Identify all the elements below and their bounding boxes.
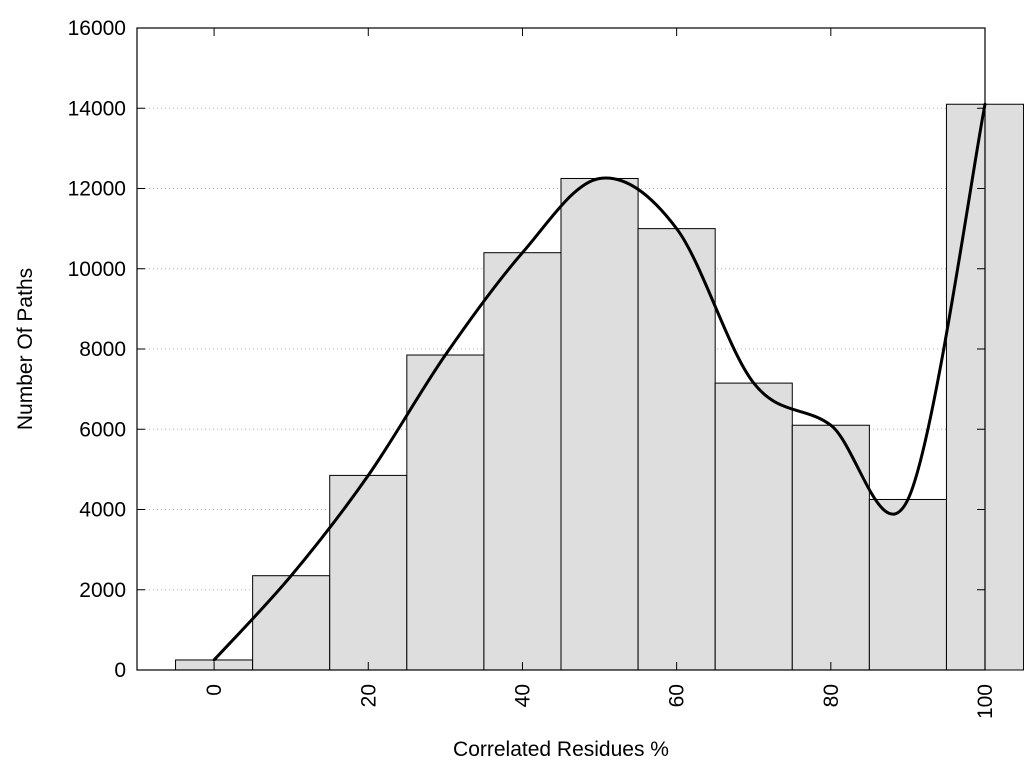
bar: [406, 354, 485, 671]
curve: [212, 102, 987, 662]
y-tick-label: 12000: [68, 178, 126, 201]
y-tick-label: 16000: [68, 17, 126, 40]
bar: [560, 177, 639, 671]
x-axis-ticks: 0 20 40 60 80 100: [203, 28, 997, 719]
x-tick-label: 0: [203, 684, 226, 696]
smooth-curve-line: [212, 102, 987, 662]
bar: [868, 498, 947, 671]
x-tick-label: 20: [357, 684, 380, 707]
bar: [791, 424, 870, 671]
bars: [175, 103, 1024, 671]
x-tick-label: 100: [974, 684, 997, 719]
y-tick-label: 6000: [79, 418, 126, 441]
y-axis-label: Number Of Paths: [14, 268, 37, 430]
bar: [714, 382, 793, 671]
y-tick-label: 14000: [68, 97, 126, 120]
y-tick-label: 2000: [79, 579, 126, 602]
bar: [483, 252, 562, 671]
y-axis-ticks: 0 2000 4000 6000 8000 10000 12000 14000 16000: [68, 17, 985, 682]
x-tick-label: 60: [666, 684, 689, 707]
y-tick-label: 8000: [79, 338, 126, 361]
bar: [329, 474, 408, 671]
bar: [252, 575, 331, 671]
x-axis-label: Correlated Residues %: [453, 738, 669, 761]
y-tick-label: 4000: [79, 499, 126, 522]
x-tick-label: 40: [511, 684, 534, 707]
bar: [637, 228, 716, 671]
y-tick-label: 0: [114, 659, 126, 682]
x-tick-label: 80: [820, 684, 843, 707]
y-tick-label: 10000: [68, 258, 126, 281]
